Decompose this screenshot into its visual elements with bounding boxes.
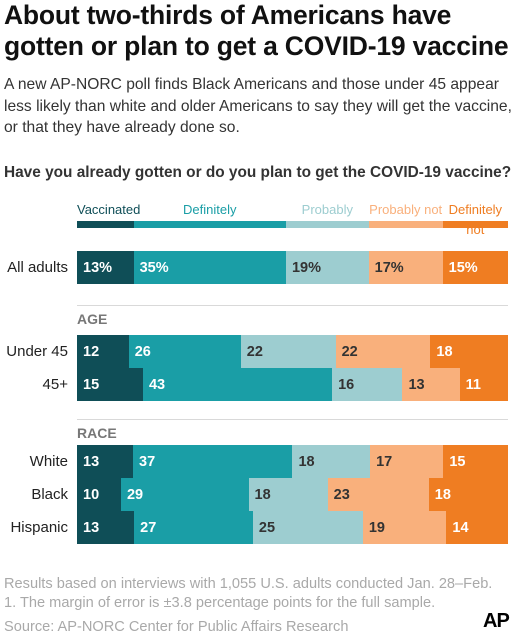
bar-segment-definitely-not: 15 xyxy=(443,445,508,478)
bar-segment-probably-not: 17% xyxy=(368,251,443,284)
bar-segment-probably-not: 19 xyxy=(362,511,447,544)
bar-segment-vaccinated: 12 xyxy=(77,335,129,368)
bar-segment-vaccinated: 13 xyxy=(77,511,135,544)
footnote: Results based on interviews with 1,055 U… xyxy=(4,576,493,611)
bar-segment-vaccinated: 15 xyxy=(77,368,143,401)
bar-segment-definitely: 27 xyxy=(134,511,253,544)
bar-segment-definitely-not: 18 xyxy=(428,478,508,511)
legend-item-definitely-not: Definitely not xyxy=(442,200,508,237)
bar-segment-vaccinated: 13 xyxy=(77,445,134,478)
bar-segment-probably: 19% xyxy=(285,251,369,284)
bar-segment-definitely: 43 xyxy=(142,368,333,401)
chart-title: About two-thirds of Americans have gotte… xyxy=(4,0,509,61)
bar-row: 13% 35% 19% 17% 15% xyxy=(77,251,508,284)
bar-segment-probably-not: 23 xyxy=(327,478,429,511)
legend-item-definitely: Definitely xyxy=(133,200,286,228)
ap-logo: AP xyxy=(483,610,510,632)
bar-row: 15 43 16 13 11 xyxy=(77,368,508,401)
bar-segment-definitely: 29 xyxy=(120,478,249,511)
bar-segment-probably: 18 xyxy=(292,445,371,478)
bar-segment-vaccinated: 13% xyxy=(77,251,134,284)
legend-item-vaccinated: Vaccinated xyxy=(77,200,140,228)
legend-item-probably-not: Probably not xyxy=(368,200,443,228)
bar-segment-definitely: 35% xyxy=(133,251,286,284)
source-note: Source: AP-NORC Center for Public Affair… xyxy=(4,619,349,635)
bar-segment-vaccinated: 10 xyxy=(77,478,121,511)
bar-segment-definitely-not: 15% xyxy=(442,251,508,284)
bar-segment-definitely-not: 11 xyxy=(459,368,508,401)
row-label: 45+ xyxy=(42,376,68,393)
row-label: All adults xyxy=(7,259,68,276)
bar-segment-probably: 22 xyxy=(240,335,336,368)
row-label: Hispanic xyxy=(10,519,68,536)
bar-segment-probably: 25 xyxy=(252,511,363,544)
row-label: Black xyxy=(31,486,68,503)
bar-segment-definitely-not: 14 xyxy=(446,511,508,544)
bar-segment-probably-not: 22 xyxy=(335,335,431,368)
bar-row: 12 26 22 22 18 xyxy=(77,335,508,368)
bar-row: 13 37 18 17 15 xyxy=(77,445,508,478)
bar-segment-definitely: 37 xyxy=(133,445,293,478)
row-label: White xyxy=(29,453,68,470)
bar-row: 10 29 18 23 18 xyxy=(77,478,508,511)
bar-segment-definitely-not: 18 xyxy=(430,335,508,368)
section-divider xyxy=(77,419,508,420)
chart-subtitle: A new AP-NORC poll finds Black Americans… xyxy=(4,76,512,136)
row-label: Under 45 xyxy=(6,343,68,360)
section-divider xyxy=(77,305,508,306)
bar-row: 13 27 25 19 14 xyxy=(77,511,508,544)
bar-segment-probably: 18 xyxy=(248,478,328,511)
bar-segment-probably: 16 xyxy=(332,368,403,401)
section-label-age: AGE xyxy=(77,311,108,327)
bar-segment-probably-not: 17 xyxy=(370,445,444,478)
legend-item-probably: Probably xyxy=(285,200,369,228)
section-label-race: RACE xyxy=(77,425,117,441)
bar-segment-definitely: 26 xyxy=(128,335,241,368)
survey-question: Have you already gotten or do you plan t… xyxy=(4,164,512,181)
bar-segment-probably-not: 13 xyxy=(402,368,460,401)
